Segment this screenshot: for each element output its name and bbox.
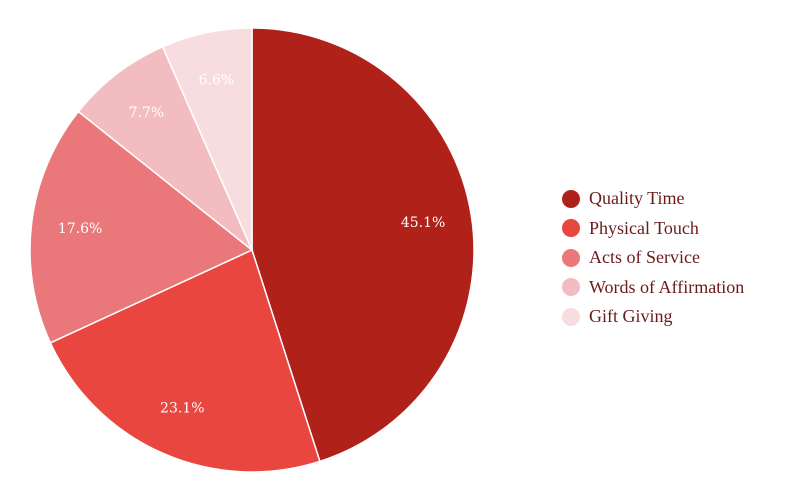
legend: Quality Time Physical Touch Acts of Servic… <box>562 184 744 332</box>
legend-item-quality-time: Quality Time <box>562 184 744 214</box>
legend-swatch <box>562 248 580 267</box>
slice-label-acts-of-service: 17.6% <box>58 221 102 237</box>
pie-slice-acts-of-service <box>29 110 254 344</box>
pie-slice-words-of-affirmation <box>77 45 253 251</box>
legend-swatch <box>562 219 580 238</box>
legend-swatch <box>562 278 580 297</box>
legend-item-words-of-affirmation: Words of Affirmation <box>562 273 744 303</box>
legend-item-acts-of-service: Acts of Service <box>562 243 744 273</box>
legend-item-gift-giving: Gift Giving <box>562 302 744 332</box>
legend-swatch <box>562 307 580 326</box>
pie-slice-gift-giving <box>161 27 253 251</box>
legend-label: Quality Time <box>589 188 685 209</box>
slice-label-words-of-affirmation: 7.7% <box>129 105 165 121</box>
legend-swatch <box>562 189 580 208</box>
slice-label-quality-time: 45.1% <box>401 215 445 231</box>
pie-slice-quality-time <box>251 27 475 463</box>
slice-label-gift-giving: 6.6% <box>199 73 235 89</box>
slice-label-physical-touch: 23.1% <box>160 401 204 417</box>
legend-label: Gift Giving <box>589 306 673 327</box>
legend-label: Words of Affirmation <box>589 276 745 297</box>
legend-item-physical-touch: Physical Touch <box>562 214 744 244</box>
legend-label: Acts of Service <box>589 247 700 268</box>
legend-label: Physical Touch <box>589 217 699 238</box>
pie-slice-physical-touch <box>49 248 321 473</box>
